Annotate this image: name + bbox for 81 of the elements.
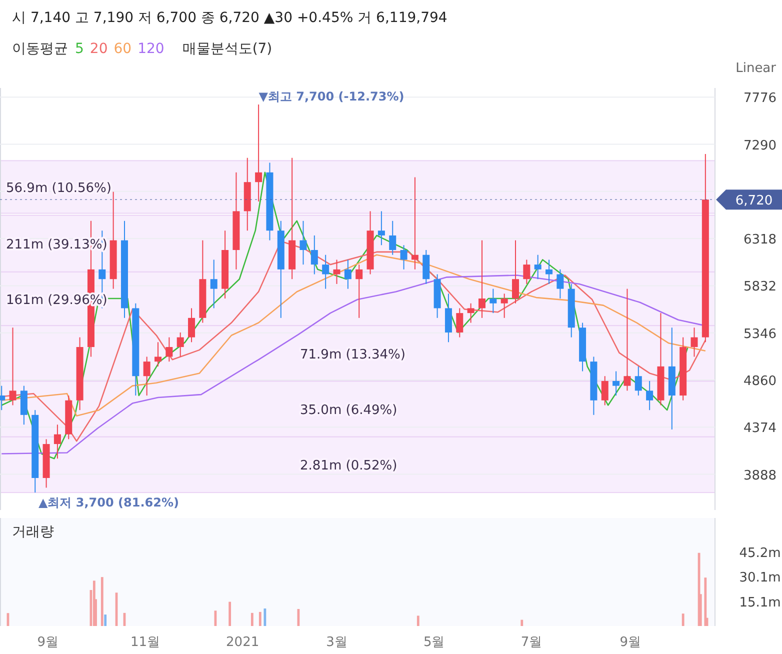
band-label: 2.81m (0.52%) <box>300 458 398 474</box>
bar <box>682 614 684 626</box>
candlestick <box>456 308 464 338</box>
bar <box>258 612 262 626</box>
y-tick-label: 7290 <box>743 138 777 154</box>
line-series <box>0 254 706 417</box>
candlestick <box>612 370 620 396</box>
candlestick <box>9 327 16 406</box>
candlestick <box>556 268 564 300</box>
band-label: 56.9m (10.56%) <box>6 180 112 196</box>
y-tick-label: 5832 <box>743 280 777 295</box>
candlestick <box>624 288 631 392</box>
x-tick-label: 3월 <box>326 635 348 650</box>
bar <box>104 614 107 626</box>
candlestick <box>210 259 218 309</box>
text: 5 <box>75 41 84 57</box>
bar <box>250 612 254 626</box>
bar <box>264 608 266 626</box>
candlestick <box>467 302 474 324</box>
bar <box>297 608 300 626</box>
text: 120 <box>138 41 164 57</box>
text: 매물분석도(7) <box>182 41 272 57</box>
x-tick-label: 9월 <box>620 635 642 650</box>
text: 20 <box>90 41 108 57</box>
y-tick-label: 3888 <box>743 468 777 484</box>
candlestick <box>389 220 396 256</box>
y-tick-label: 7776 <box>743 91 777 106</box>
x-tick-label: 2021 <box>226 635 260 650</box>
candlestick <box>378 210 385 246</box>
y-tick-label: 30.1m <box>739 570 781 586</box>
x-tick-label: 11월 <box>130 635 160 650</box>
candlestick <box>322 254 330 290</box>
bar <box>704 578 707 626</box>
annotation: ▼최고 7,700 (-12.73%) <box>258 89 404 104</box>
y-tick-label: 4860 <box>743 374 777 390</box>
candlestick <box>255 104 262 202</box>
bar <box>520 620 524 626</box>
candlestick <box>143 356 150 396</box>
chart-title: 거래량 <box>12 524 54 540</box>
y-tick-label: 45.2m <box>739 546 781 562</box>
candlestick <box>512 240 519 304</box>
band-label: 35.0m (6.49%) <box>300 403 398 418</box>
y-tick-label: 15.1m <box>739 595 781 610</box>
candlestick <box>546 259 553 284</box>
bar <box>228 602 232 626</box>
candlestick <box>634 366 642 396</box>
candlestick <box>534 254 542 280</box>
x-tick-label: 9월 <box>37 635 59 650</box>
candlestick <box>300 220 307 266</box>
band-label: 71.9m (13.34%) <box>300 347 406 362</box>
candlestick <box>601 376 608 406</box>
candlestick <box>54 424 61 460</box>
chart-subtitle: 시 7,140 고 7,190 저 6,700 종 6,720 ▲30 +0.45% 거 6,119,794 <box>12 10 448 26</box>
candlestick <box>310 234 318 275</box>
candlestick <box>188 308 196 343</box>
candlestick <box>154 342 162 367</box>
y-tick-label: 5346 <box>743 326 777 342</box>
text: Linear <box>736 61 777 76</box>
y-tick-label: 6318 <box>743 232 777 248</box>
candlestick <box>490 288 497 314</box>
ref-line-label: 6,720 <box>735 194 773 209</box>
candlestick <box>646 380 654 411</box>
candlestick <box>400 244 408 270</box>
candlestick <box>500 293 508 318</box>
candlestick <box>344 259 352 290</box>
candlestick <box>690 327 698 358</box>
x-tick-label: 7월 <box>520 635 542 650</box>
text: 60 <box>114 41 132 57</box>
candlestick <box>478 240 486 318</box>
candlestick <box>356 264 363 318</box>
candlestick <box>176 332 184 358</box>
candlestick <box>333 259 340 284</box>
x-tick-label: 5월 <box>423 635 445 650</box>
annotation: ▲최저 3,700 (81.62%) <box>38 496 179 510</box>
candlestick <box>523 259 530 284</box>
y-tick-label: 4374 <box>743 421 777 436</box>
legend-title: 이동평균 <box>12 41 68 57</box>
candlestick <box>411 176 418 270</box>
bar <box>100 577 104 626</box>
candlestick <box>166 336 173 362</box>
bar <box>416 616 420 626</box>
